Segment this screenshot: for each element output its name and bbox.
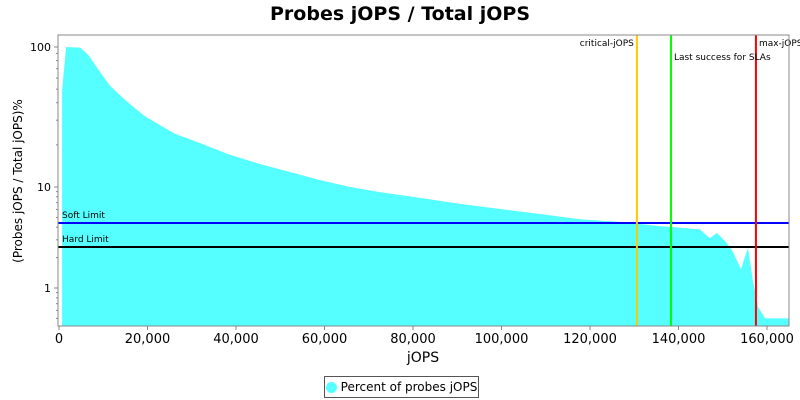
x-tick-label: 120,000 xyxy=(563,332,617,347)
legend-swatch-icon xyxy=(325,381,337,393)
chart-title: Probes jOPS / Total jOPS xyxy=(270,3,530,25)
y-axis-label: (Probes jOPS / Total jOPS)% xyxy=(11,99,25,263)
marker-label: Last success for SLAs xyxy=(674,53,771,63)
x-tick-label: 20,000 xyxy=(125,332,171,347)
x-axis-label: jOPS xyxy=(406,350,439,366)
x-tick-label: 60,000 xyxy=(302,332,348,347)
limit-label: Hard Limit xyxy=(62,235,109,245)
y-tick-label: 1 xyxy=(44,282,51,295)
y-tick-label: 10 xyxy=(37,181,51,194)
x-tick-label: 100,000 xyxy=(475,332,529,347)
plot-frame xyxy=(57,34,790,327)
legend-label: Percent of probes jOPS xyxy=(340,380,478,394)
series-area xyxy=(62,47,790,326)
x-tick-label: 160,000 xyxy=(740,332,794,347)
limit-label: Soft Limit xyxy=(62,211,105,221)
x-tick-label: 80,000 xyxy=(390,332,436,347)
legend: Percent of probes jOPS xyxy=(324,376,479,398)
x-tick-label: 40,000 xyxy=(213,332,259,347)
x-tick-label: 140,000 xyxy=(652,332,706,347)
marker-label: critical-jOPS xyxy=(580,39,634,49)
marker-label: max-jOPS xyxy=(759,39,800,49)
x-tick-label: 0 xyxy=(55,332,63,347)
y-tick-label: 100 xyxy=(30,41,51,54)
